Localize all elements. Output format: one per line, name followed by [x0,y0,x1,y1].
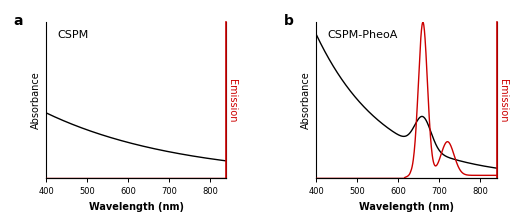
Text: b: b [284,14,294,29]
Text: CSPM-PheoA: CSPM-PheoA [327,30,398,40]
Text: a: a [14,14,23,29]
Y-axis label: Emission: Emission [498,78,508,122]
X-axis label: Wavelength (nm): Wavelength (nm) [89,202,184,212]
Y-axis label: Emission: Emission [227,78,238,122]
Y-axis label: Absorbance: Absorbance [301,72,311,129]
Text: CSPM: CSPM [57,30,88,40]
X-axis label: Wavelength (nm): Wavelength (nm) [359,202,454,212]
Y-axis label: Absorbance: Absorbance [31,72,40,129]
